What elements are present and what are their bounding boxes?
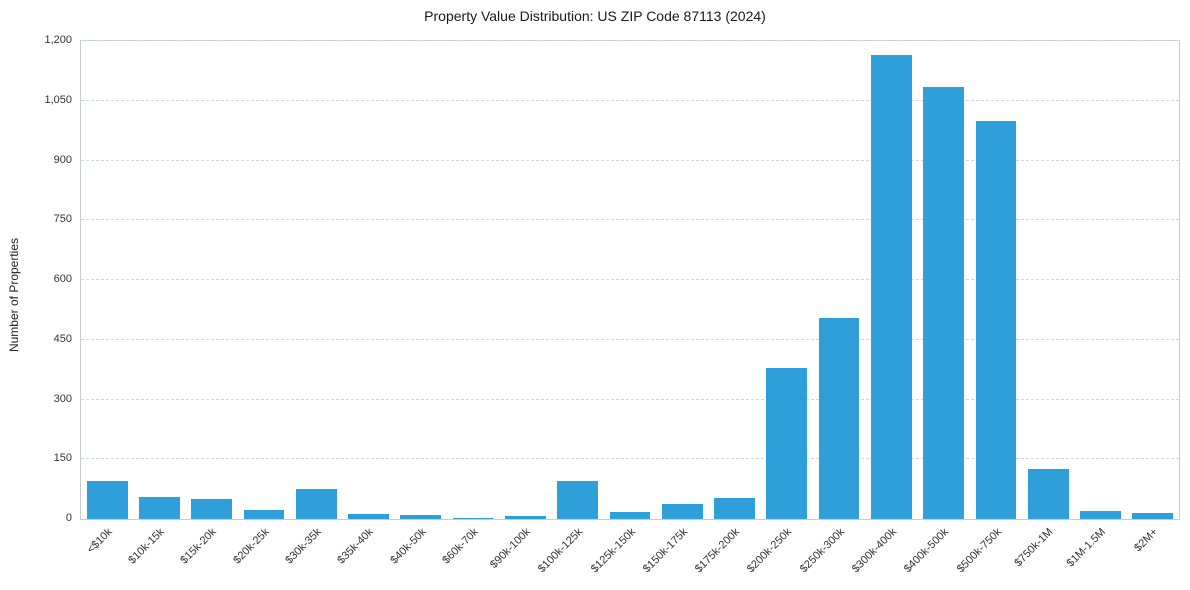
x-tick-label: <$10k <box>84 526 115 556</box>
x-tick-label: $150k-175k <box>640 526 690 576</box>
bar-slot <box>918 41 970 519</box>
x-tick-label: $90k-100k <box>488 526 533 571</box>
bar-slot <box>813 41 865 519</box>
x-tick-label: $500k-750k <box>954 526 1004 576</box>
bar <box>400 515 442 519</box>
y-tick-label: 0 <box>65 512 72 524</box>
x-tick-label: $10k-15k <box>126 526 167 567</box>
y-tick-label: 750 <box>53 213 72 226</box>
gridline <box>81 338 1179 340</box>
bar <box>1027 469 1069 519</box>
x-tick-label: $250k-300k <box>797 526 847 576</box>
x-tick-label: $400k-500k <box>902 526 952 576</box>
x-tick-label: $60k-70k <box>440 526 481 567</box>
bar <box>609 511 651 519</box>
y-tick-label: 150 <box>53 452 72 465</box>
bar <box>714 498 755 519</box>
x-tick-label: $1M-1.5M <box>1064 526 1109 570</box>
bar <box>1080 511 1121 519</box>
gridline <box>81 279 1179 280</box>
bar-slot <box>1022 41 1074 519</box>
bar <box>923 86 965 519</box>
bar-series <box>81 41 1179 519</box>
bar <box>661 503 703 519</box>
gridline <box>81 398 1179 400</box>
plot-area <box>80 40 1180 520</box>
bar <box>295 489 337 519</box>
bar <box>243 510 285 519</box>
bar <box>86 481 128 519</box>
x-tick-label: $15k-20k <box>178 526 220 567</box>
bar-slot <box>552 41 604 519</box>
bar <box>348 514 389 519</box>
bar-slot <box>761 41 813 519</box>
x-tick-label: $125k-150k <box>588 526 638 576</box>
bar-slot <box>186 41 238 519</box>
gridline <box>81 99 1179 101</box>
x-tick-label: $40k-50k <box>387 526 429 567</box>
bar-slot <box>1074 41 1126 519</box>
y-tick-label: 300 <box>53 392 72 405</box>
gridline <box>81 458 1179 460</box>
bar-slot <box>447 41 499 519</box>
bar-slot <box>290 41 342 519</box>
bar-slot <box>865 41 917 519</box>
bar <box>191 499 233 519</box>
bar <box>870 54 912 519</box>
x-tick-label: $175k-200k <box>692 526 743 576</box>
x-tick-label: $30k-35k <box>283 526 324 567</box>
bar <box>975 120 1017 519</box>
bar <box>818 317 860 519</box>
bar-slot <box>499 41 551 519</box>
bar <box>557 481 599 519</box>
bar-slot <box>1127 41 1179 519</box>
bar <box>452 517 494 519</box>
bar <box>1132 513 1174 519</box>
x-tick-label: $300k-400k <box>849 526 899 576</box>
gridline <box>81 159 1179 161</box>
bar-slot <box>395 41 447 519</box>
x-tick-label: $2M+ <box>1132 526 1161 555</box>
x-tick-label: $750k-1M <box>1012 526 1056 570</box>
gridline <box>81 40 1179 41</box>
x-tick-label: $100k-125k <box>536 526 586 576</box>
bar <box>766 367 808 519</box>
bar-slot <box>133 41 185 519</box>
bar <box>505 515 546 519</box>
bar-slot <box>238 41 290 519</box>
chart-title: Property Value Distribution: US ZIP Code… <box>424 8 766 24</box>
bar-slot <box>604 41 656 519</box>
bar-slot <box>970 41 1022 519</box>
x-tick-label: $200k-250k <box>745 526 795 576</box>
bar-slot <box>708 41 760 519</box>
y-tick-label: 1,050 <box>44 93 72 106</box>
y-tick-label: 900 <box>53 153 72 166</box>
x-tick-label: $35k-40k <box>335 526 377 567</box>
bar-slot <box>81 41 133 519</box>
y-tick-label: 450 <box>53 332 72 345</box>
bar-slot <box>656 41 708 519</box>
y-tick-label: 1,200 <box>44 34 72 46</box>
x-tick-label: $20k-25k <box>230 526 272 567</box>
gridline <box>81 219 1179 221</box>
bar <box>139 497 180 519</box>
bar-slot <box>342 41 394 519</box>
y-tick-label: 600 <box>53 273 72 285</box>
